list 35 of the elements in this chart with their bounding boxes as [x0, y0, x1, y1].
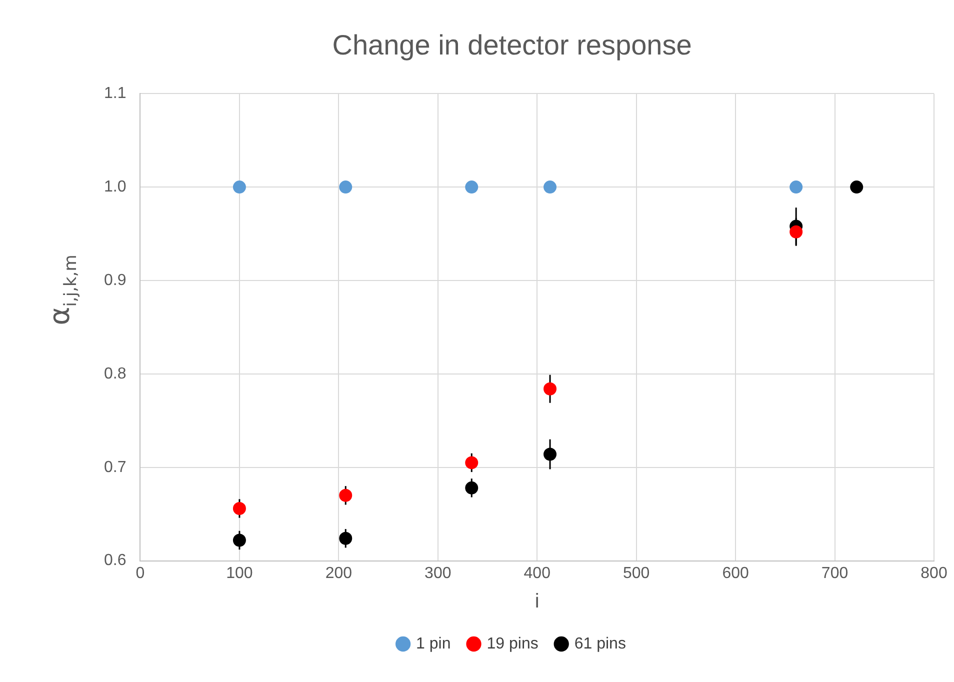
point [544, 180, 557, 194]
point [232, 502, 246, 515]
legend-label: 1 pin [416, 635, 451, 652]
point [544, 382, 557, 396]
point [465, 456, 478, 470]
y-tick-label: 1.1 [104, 85, 126, 102]
y-tick-label: 0.7 [104, 458, 126, 476]
point [790, 225, 803, 238]
x-tick-label: 600 [722, 564, 750, 582]
x-tick-label: 100 [226, 564, 253, 582]
point [544, 448, 557, 461]
point [232, 180, 246, 194]
legend-label: 61 pins [574, 635, 626, 652]
point [339, 180, 352, 194]
point [465, 180, 478, 194]
x-tick-label: 700 [821, 564, 848, 582]
y-tick-label: 0.6 [104, 552, 126, 570]
x-tick-label: 800 [920, 564, 948, 582]
y-tick-label: 0.8 [104, 365, 126, 382]
chart-title: Change in detector response [332, 30, 692, 61]
x-tick-label: 400 [524, 564, 551, 582]
x-tick-label: 0 [136, 564, 145, 582]
point [339, 532, 352, 545]
y-tick-label: 1.0 [104, 178, 126, 196]
x-tick-label: 200 [325, 564, 352, 582]
point [790, 180, 803, 194]
point [465, 481, 478, 494]
x-tick-label: 500 [622, 564, 650, 582]
y-tick-label: 0.9 [104, 272, 126, 289]
x-tick-label: 300 [424, 564, 452, 582]
point [232, 534, 246, 547]
x-axis-title: i [534, 590, 540, 613]
point [339, 488, 352, 502]
point [850, 180, 864, 194]
legend-label: 19 pins [486, 635, 538, 652]
